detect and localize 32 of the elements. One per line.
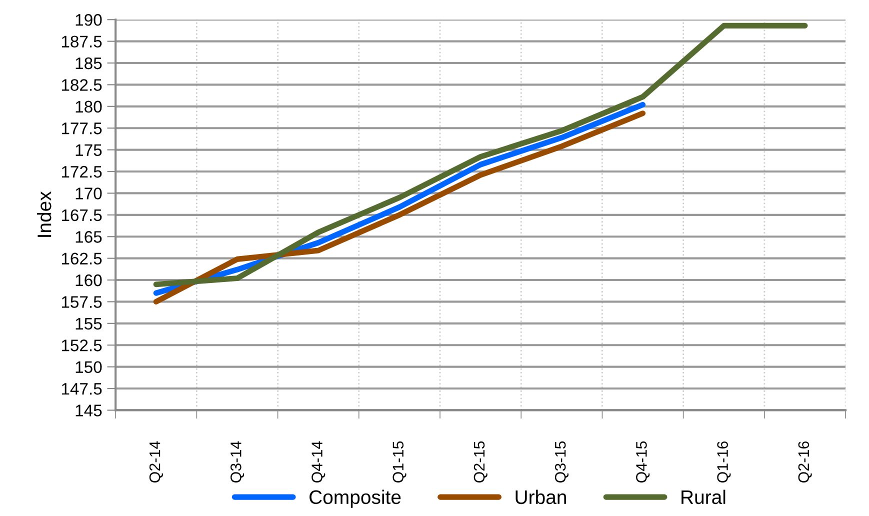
legend-label: Urban xyxy=(516,490,566,504)
y-tick-label: 147.5 xyxy=(62,383,102,395)
legend-label: Composite xyxy=(310,490,401,508)
x-tick-label: Q4-14 xyxy=(312,441,326,483)
y-tick-label: 152.5 xyxy=(62,340,102,352)
x-tick-label: Q3-14 xyxy=(230,441,244,483)
y-tick-label: 185 xyxy=(76,57,102,70)
y-tick-label: 165 xyxy=(76,231,102,243)
y-tick-label: 157.5 xyxy=(62,296,102,308)
x-tick-label: Q4-15 xyxy=(636,441,650,483)
y-tick-label: 172.5 xyxy=(62,166,102,178)
x-tick-label: Q1-16 xyxy=(717,441,731,483)
y-tick-label: 180 xyxy=(76,100,102,113)
y-tick-label: 150 xyxy=(76,361,102,374)
y-tick-label: 190 xyxy=(76,14,102,26)
y-tick-label: 155 xyxy=(76,318,102,330)
y-tick-label: 160 xyxy=(76,274,102,286)
x-tick-label: Q1-15 xyxy=(392,441,406,483)
x-tick-label: Q3-15 xyxy=(554,441,568,483)
y-tick-label: 167.5 xyxy=(62,209,102,222)
x-tick-label: Q2-15 xyxy=(474,441,488,483)
x-tick-label: Q2-16 xyxy=(798,441,812,483)
y-tick-label: 187.5 xyxy=(62,36,102,48)
legend-label: Rural xyxy=(682,490,726,504)
y-tick-label: 162.5 xyxy=(62,252,102,265)
y-axis-title: Index xyxy=(37,191,52,237)
x-tick-label: Q2-14 xyxy=(149,441,163,483)
y-tick-label: 170 xyxy=(76,188,102,200)
y-tick-label: 177.5 xyxy=(62,122,102,134)
y-tick-label: 145 xyxy=(76,404,102,416)
y-tick-label: 175 xyxy=(76,144,102,156)
y-tick-label: 182.5 xyxy=(62,79,102,91)
